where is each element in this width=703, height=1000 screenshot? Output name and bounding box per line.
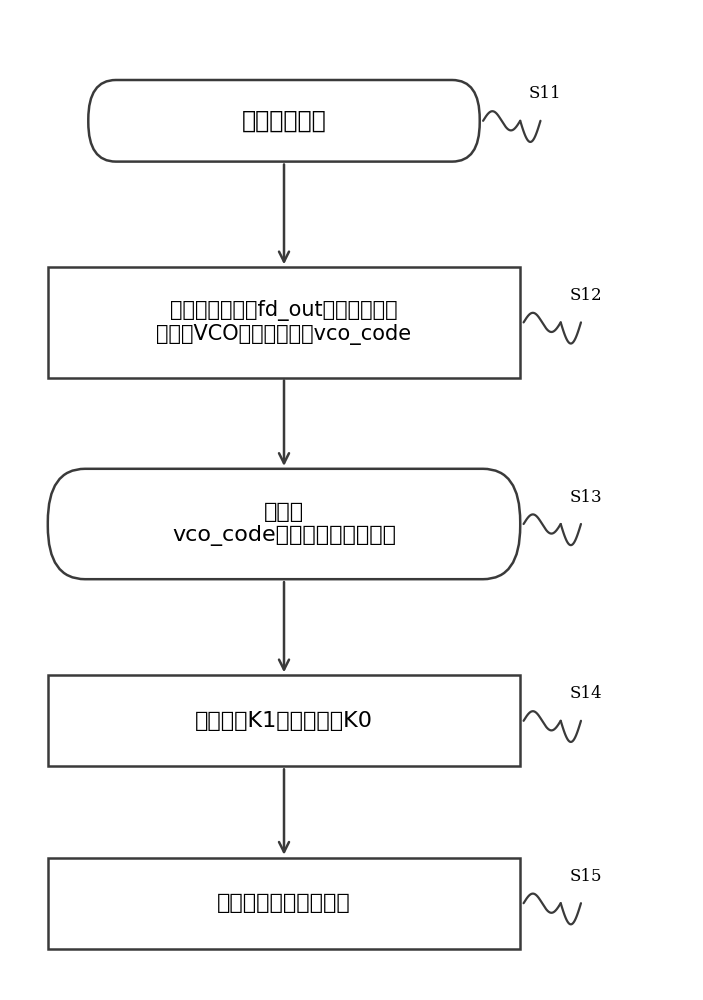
Text: S14: S14: [569, 685, 602, 702]
Text: 通过鉴频器输出fd_out，并利用状态
机搜索VCO的频率控制字vco_code: 通过鉴频器输出fd_out，并利用状态 机搜索VCO的频率控制字vco_code: [157, 300, 411, 345]
Text: 打开开关K1，断开开关K0: 打开开关K1，断开开关K0: [195, 711, 373, 731]
Bar: [48, 858, 520, 949]
Bar: [48, 675, 520, 766]
Text: 使锁相环相位自由锁定: 使锁相环相位自由锁定: [217, 893, 351, 913]
Text: 在开环状态下: 在开环状态下: [242, 109, 326, 133]
Bar: [48, 267, 520, 378]
FancyBboxPatch shape: [89, 80, 479, 162]
Text: S15: S15: [569, 868, 602, 885]
Text: 在搜索
vco_code完成后，闭环锁相环: 在搜索 vco_code完成后，闭环锁相环: [172, 502, 396, 546]
Text: S11: S11: [529, 85, 562, 102]
Text: S12: S12: [569, 287, 602, 304]
FancyBboxPatch shape: [48, 469, 520, 579]
Text: S13: S13: [569, 489, 602, 506]
